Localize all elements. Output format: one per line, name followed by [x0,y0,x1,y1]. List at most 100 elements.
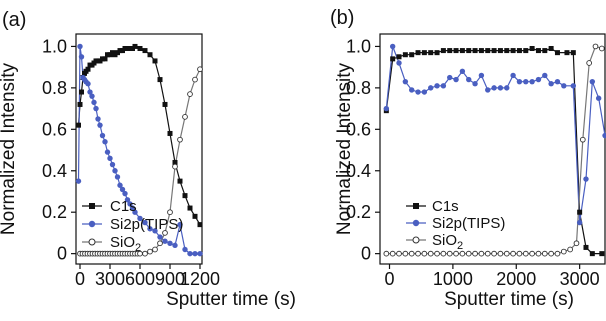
data-point-sio2-16 [484,250,491,257]
data-point-si2p-tips-8 [89,93,95,99]
legend-label-si2p: Si2p(TIPS) [110,216,183,233]
data-point-sio2-27 [152,246,158,253]
data-point-c1s-1 [77,101,83,107]
data-point-si2p-tips-26 [548,81,554,87]
data-point-c1s-4 [409,52,415,58]
y-tick-label-2: 0.4 [346,161,371,181]
data-point-si2p-tips-18 [497,85,504,91]
data-point-c1s-9 [440,48,446,54]
legend-marker-c1s [413,203,419,209]
legend-label-sio2: SiO2 [432,232,463,252]
data-point-si2p-tips-16 [485,87,491,93]
data-point-sio2-25 [541,250,548,257]
data-point-c1s-12 [459,48,465,54]
data-point-sio2-0 [383,250,390,257]
data-point-si2p-tips-34 [172,242,178,249]
data-point-si2p-tips-31 [583,176,589,182]
legend-b: C1s Si2p(TIPS) SiO2 [406,198,505,252]
data-point-si2p-tips-23 [529,78,535,85]
data-point-c1s-39 [197,222,203,228]
data-point-c1s-21 [516,48,522,54]
data-point-c1s-32 [162,101,168,107]
y-tick-label-5: 1.0 [346,36,371,56]
data-point-si2p-tips-28 [142,219,148,226]
data-point-c1s-27 [137,46,143,52]
panel-label-b: (b) [330,7,354,29]
series-markers-b [383,43,606,257]
data-point-sio2-33 [592,43,599,50]
data-point-c1s-36 [182,193,188,199]
data-point-c1s-29 [570,50,576,56]
data-point-sio2-2 [396,250,402,257]
legend-marker-si2p [88,220,96,228]
data-point-c1s-8 [434,50,440,56]
data-point-c1s-28 [564,50,570,56]
data-point-si2p-tips-17 [491,85,497,91]
data-point-si2p-tips-20 [117,182,123,188]
data-point-si2p-tips-31 [157,234,163,240]
data-point-si2p-tips-25 [542,72,548,79]
data-point-si2p-tips-14 [102,139,108,145]
data-point-si2p-tips-12 [97,122,103,128]
data-point-sio2-32 [177,136,183,143]
legend-label-c1s: C1s [110,198,137,215]
axes-b: 0 1000 2000 3000 0 0.2 0.4 0.6 0.8 1.0 [346,36,600,289]
legend-label-si2p: Si2p(TIPS) [432,215,505,232]
data-point-sio2-36 [197,66,203,73]
data-point-si2p-tips-14 [472,81,478,87]
data-point-si2p-tips-11 [95,116,101,122]
data-point-c1s-38 [192,213,198,219]
x-axis-title-b: Sputter time (s) [444,289,574,310]
data-point-si2p-tips-32 [162,238,168,244]
data-point-c1s-16 [485,48,491,54]
legend-label-c1s: C1s [432,198,459,215]
data-point-c1s-37 [187,205,193,211]
data-point-si2p-tips-36 [182,246,188,253]
x-tick-label-2: 2000 [496,269,536,289]
data-point-si2p-tips-13 [99,132,106,139]
data-point-c1s-33 [599,251,605,257]
data-point-sio2-4 [408,250,415,257]
data-point-si2p-tips-13 [466,76,472,83]
data-point-c1s-14 [472,48,478,54]
data-point-si2p-tips-18 [112,168,118,174]
panel-label-a: (a) [2,9,26,31]
x-tick-label-2: 600 [125,269,155,289]
panel-b: (b) Normalized Intensity Sputter time (s… [330,7,606,310]
data-point-c1s-3 [402,52,408,58]
data-point-c1s-30 [152,58,158,64]
y-tick-label-4: 0.8 [42,78,67,98]
data-point-si2p-tips-27 [554,78,561,85]
data-point-sio2-14 [472,250,478,257]
data-point-c1s-29 [147,52,153,58]
data-point-sio2-30 [167,209,173,216]
legend-marker-c1s [89,203,95,209]
data-point-sio2-27 [554,250,561,257]
data-point-c1s-6 [421,50,427,56]
x-tick-label-0: 0 [75,269,85,289]
data-point-si2p-tips-37 [187,250,193,257]
legend-marker-sio2 [412,236,420,244]
data-point-sio2-31 [172,163,178,170]
data-point-c1s-25 [542,48,548,54]
data-point-c1s-31 [583,244,589,250]
x-tick-label-0: 0 [384,269,394,289]
data-point-si2p-tips-22 [523,78,529,85]
data-point-si2p-tips-4 [408,87,415,93]
data-point-sio2-19 [503,250,510,257]
data-point-si2p-tips-9 [440,83,447,89]
y-tick-label-0: 0 [57,244,67,264]
data-point-c1s-26 [132,43,138,49]
data-point-sio2-7 [427,250,434,257]
data-point-si2p-tips-10 [93,105,99,112]
y-tick-label-4: 0.8 [346,78,371,98]
data-point-si2p-tips-2 [396,60,402,66]
data-point-sio2-9 [440,250,447,257]
data-point-si2p-tips-8 [434,83,440,89]
data-point-si2p-tips-32 [589,78,596,85]
data-point-si2p-tips-21 [516,78,523,85]
data-point-sio2-5 [415,250,421,257]
data-point-si2p-tips-5 [415,89,421,95]
y-tick-label-3: 0.6 [346,119,371,139]
